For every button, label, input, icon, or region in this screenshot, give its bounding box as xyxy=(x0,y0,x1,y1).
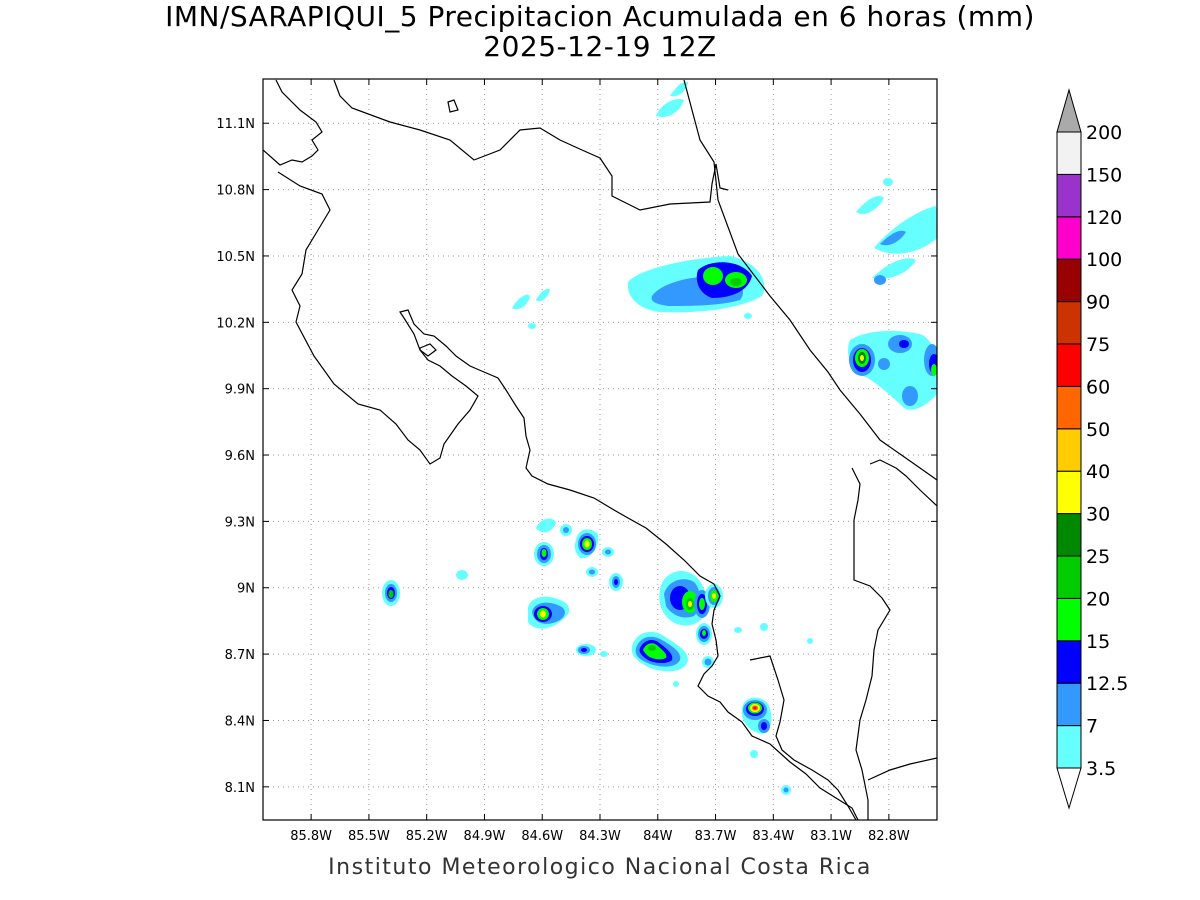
lat-tick-label-3: 9N xyxy=(237,582,255,597)
lon-tick-label-5: 84.3W xyxy=(579,829,621,844)
rain-field-north xyxy=(512,81,765,329)
lat-tick-label-9: 10.8N xyxy=(216,184,255,199)
lat-tick-label-7: 10.2N xyxy=(216,316,255,331)
map-footer: Instituto Meteorologico Nacional Costa R… xyxy=(328,855,872,880)
colorbar-band-150 xyxy=(1056,131,1082,175)
precipitation-layer xyxy=(382,81,937,795)
colorbar-label-14: 150 xyxy=(1086,164,1122,186)
colorbar-band-90 xyxy=(1056,258,1082,303)
lon-tick-label-4: 84.6W xyxy=(521,829,563,844)
lon-tick-label-7: 83.7W xyxy=(695,829,737,844)
colorbar-band-3.5 xyxy=(1056,725,1082,769)
nicaragua-lake xyxy=(333,79,729,211)
panama-pacific xyxy=(867,757,937,781)
rain-field-northeast xyxy=(848,178,937,410)
colorbar-legend: 3.5 7 12.5 15 20 25 30 40 50 60 75 90 100 120 150 200 xyxy=(1056,88,1128,810)
colorbar-label-6: 30 xyxy=(1086,504,1110,526)
coastline-layer xyxy=(263,79,937,820)
costa-rica-border-nicaragua xyxy=(277,171,859,820)
colorbar-label-1: 7 xyxy=(1086,716,1098,738)
colorbar-band-12.5 xyxy=(1056,640,1082,684)
nicaragua-coast xyxy=(263,79,323,166)
colorbar-band-30 xyxy=(1056,470,1082,515)
colorbar-label-13: 120 xyxy=(1086,207,1122,229)
panama-caribbean xyxy=(869,459,937,507)
lon-tick-label-9: 83.1W xyxy=(810,829,852,844)
lon-tick-label-10: 82.8W xyxy=(868,829,910,844)
colorbar-band-120 xyxy=(1056,173,1082,218)
grid-lines xyxy=(263,79,937,820)
lat-tick-label-8: 10.5N xyxy=(216,250,255,265)
colorbar-label-0: 3.5 xyxy=(1086,758,1116,780)
colorbar-label-2: 12.5 xyxy=(1086,673,1128,695)
lon-tick-label-6: 84W xyxy=(643,829,673,844)
colorbar-label-8: 50 xyxy=(1086,419,1110,441)
lat-tick-label-0: 8.1N xyxy=(225,781,255,796)
lake-island xyxy=(447,99,459,113)
colorbar-band-100 xyxy=(1056,216,1082,260)
colorbar-label-4: 20 xyxy=(1086,588,1110,610)
colorbar-band-50 xyxy=(1056,385,1082,430)
lon-tick-label-1: 85.5W xyxy=(348,829,390,844)
colorbar-band-75 xyxy=(1056,301,1082,345)
colorbar-label-10: 75 xyxy=(1086,334,1110,356)
rain-field-south xyxy=(631,570,813,795)
colorbar-label-12: 100 xyxy=(1086,249,1122,271)
colorbar-label-9: 60 xyxy=(1086,376,1110,398)
lon-tick-label-3: 84.9W xyxy=(464,829,506,844)
map-date: 2025-12-19 12Z xyxy=(483,30,717,63)
nicoya-gulf-island xyxy=(419,343,437,357)
colorbar-lower-arrow xyxy=(1056,767,1082,810)
caribbean-coast xyxy=(683,79,937,481)
lat-tick-label-5: 9.6N xyxy=(225,449,255,464)
colorbar-label-7: 40 xyxy=(1086,461,1110,483)
rain-field-central xyxy=(382,518,623,657)
colorbar-band-7 xyxy=(1056,682,1082,727)
colorbar-label-5: 25 xyxy=(1086,546,1110,568)
colorbar-band-15 xyxy=(1056,597,1082,642)
colorbar-band-20 xyxy=(1056,555,1082,599)
colorbar-label-15: 200 xyxy=(1086,122,1122,144)
map-title: IMN/SARAPIQUI_5 Precipitacion Acumulada … xyxy=(165,0,1035,33)
lon-tick-label-0: 85.8W xyxy=(290,829,332,844)
map-title-block: IMN/SARAPIQUI_5 Precipitacion Acumulada … xyxy=(0,2,1200,62)
lon-tick-label-8: 83.4W xyxy=(752,829,794,844)
colorbar-band-40 xyxy=(1056,428,1082,472)
lat-tick-label-10: 11.1N xyxy=(216,117,255,132)
lon-tick-label-2: 85.2W xyxy=(406,829,448,844)
panama-border xyxy=(851,467,891,820)
lat-tick-label-6: 9.9N xyxy=(225,383,255,398)
colorbar-label-11: 90 xyxy=(1086,292,1110,314)
colorbar-band-25 xyxy=(1056,513,1082,557)
colorbar-upper-arrow xyxy=(1056,88,1082,133)
lat-tick-label-1: 8.4N xyxy=(225,714,255,729)
colorbar-band-60 xyxy=(1056,343,1082,387)
lat-tick-label-2: 8.7N xyxy=(225,648,255,663)
colorbar-label-3: 15 xyxy=(1086,631,1110,653)
lat-tick-label-4: 9.3N xyxy=(225,515,255,530)
osa-peninsula xyxy=(749,655,857,820)
axis-ticks: 85.8W 85.5W 85.2W 84.9W 84.6W 84.3W 84W 83.7W 83… xyxy=(216,79,937,844)
